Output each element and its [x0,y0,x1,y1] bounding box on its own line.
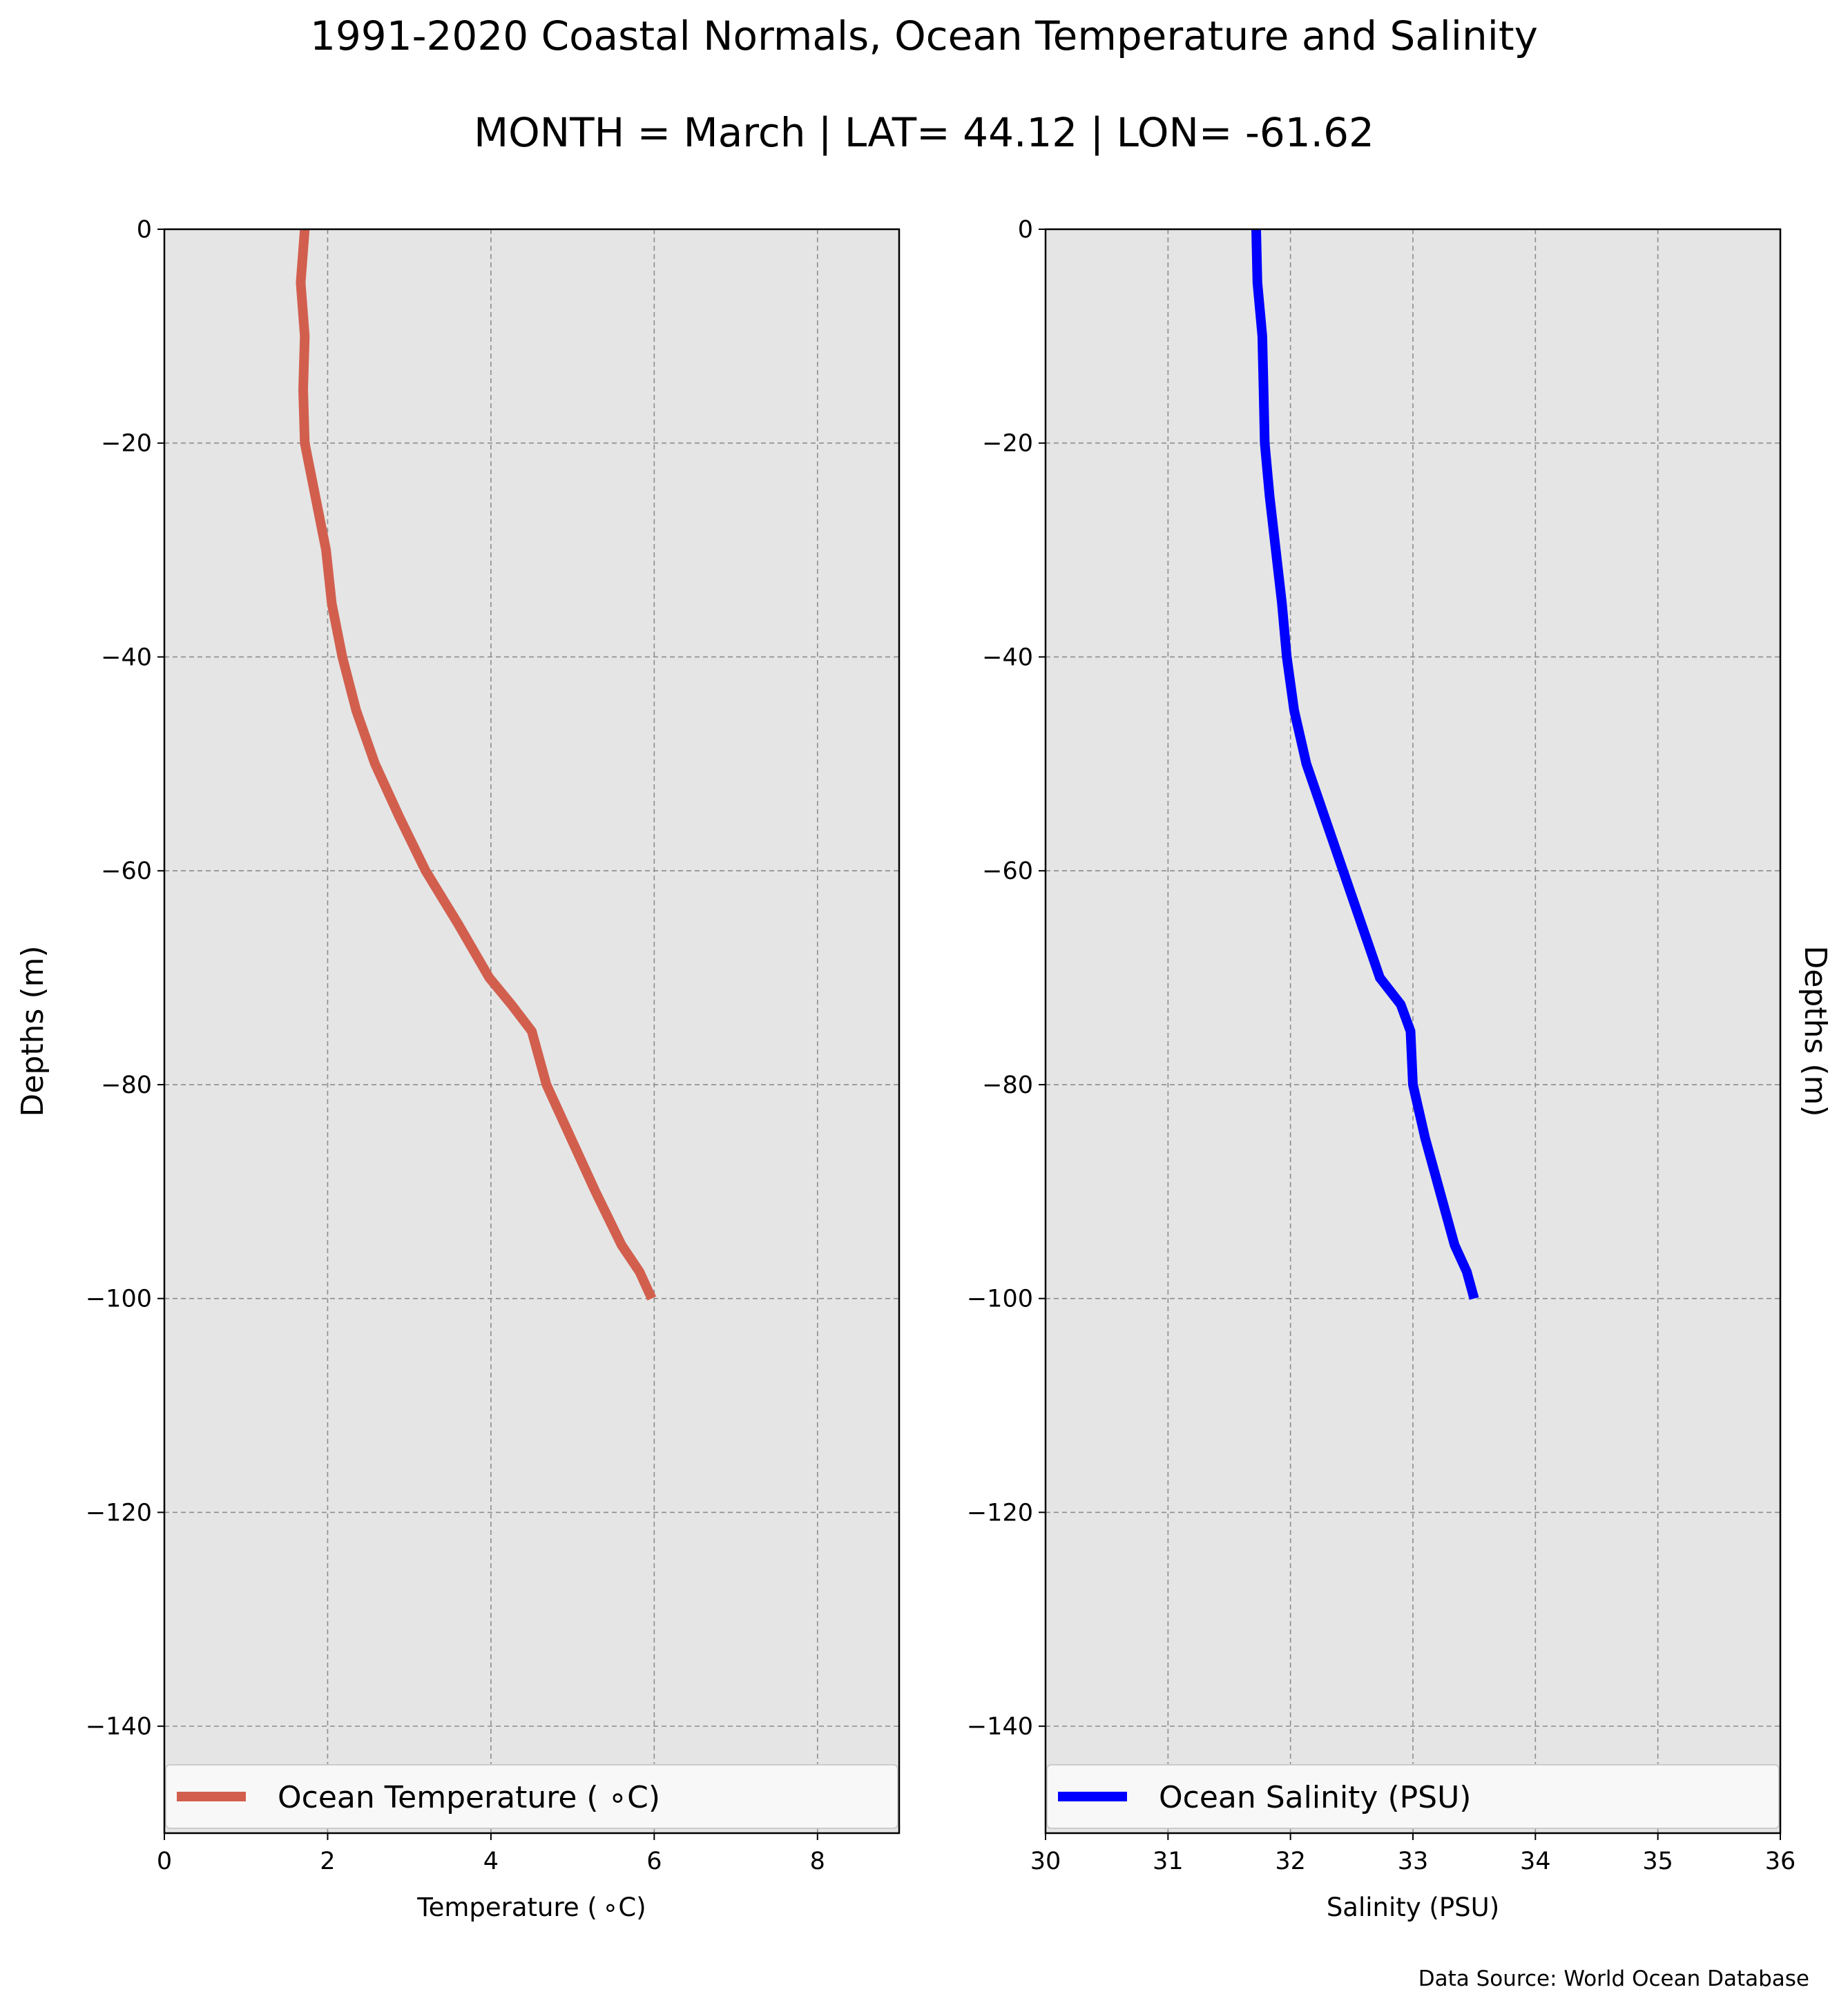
x-tick-label: 34 [1520,1848,1551,1875]
y-axis-label: Depths (m) [15,945,50,1116]
y-tick-label: −140 [967,1713,1033,1741]
x-tick-label: 0 [157,1848,172,1875]
salinity-panel: Ocean Salinity (PSU) 30 31 32 33 34 35 36 0 −20 −4… [967,216,1833,1922]
legend-label: Ocean Temperature ( ∘C) [278,1780,660,1815]
y-tick-label: 0 [1018,216,1033,244]
y-tick-label: −40 [101,644,152,671]
series-line [296,229,657,1301]
legend-box [165,1764,898,1829]
source-note: Data Source: World Ocean Database [1418,1966,1809,1991]
y-tick-label: −40 [982,644,1033,671]
y-tick-label: −120 [86,1499,152,1527]
y-tick-label: −20 [101,430,152,458]
legend-label: Ocean Salinity (PSU) [1159,1780,1471,1815]
y-tick-label: −100 [86,1286,152,1313]
legend-box [1046,1764,1780,1829]
x-tick-label: 8 [810,1848,825,1875]
y-tick-label: 0 [137,216,152,244]
series-line [1251,229,1479,1300]
x-tick-label: 30 [1030,1848,1061,1875]
x-tick-label: 2 [320,1848,335,1875]
y-tick-label: −80 [982,1072,1033,1099]
x-tick-label: 6 [646,1848,662,1875]
x-tick-label: 4 [483,1848,499,1875]
x-tick-label: 32 [1275,1848,1306,1875]
x-axis-label: Salinity (PSU) [1327,1893,1499,1922]
y-tick-label: −60 [982,858,1033,885]
y-tick-label: −60 [101,858,152,885]
figure-title: 1991-2020 Coastal Normals, Ocean Tempera… [310,12,1538,59]
figure-subtitle: MONTH = March | LAT= 44.12 | LON= -61.62 [474,109,1374,156]
y-tick-label: −120 [967,1499,1033,1527]
x-tick-label: 33 [1398,1848,1429,1875]
y-tick-label: −140 [86,1713,152,1741]
temperature-panel: Ocean Temperature ( ∘C) 0 2 4 6 8 0 −20 −40 −60 −8… [15,216,901,1922]
x-tick-label: 35 [1642,1848,1673,1875]
x-tick-label: 36 [1765,1848,1796,1875]
y-axis-label: Depths (m) [1798,945,1833,1116]
axes-frame [163,228,901,1835]
y-tick-label: −80 [101,1072,152,1099]
x-tick-label: 31 [1153,1848,1184,1875]
y-tick-label: −20 [982,430,1033,458]
y-tick-label: −100 [967,1286,1033,1313]
x-axis-label: Temperature ( ∘C) [416,1893,646,1922]
